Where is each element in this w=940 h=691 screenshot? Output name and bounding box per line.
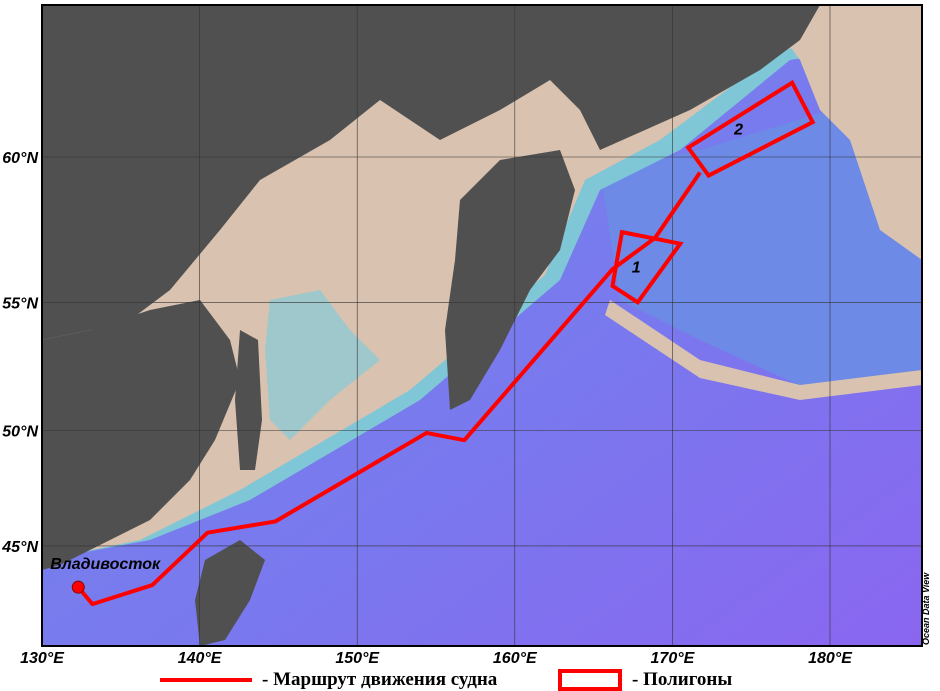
legend-polygons-label: - Полигоны [632,669,733,690]
land-sakhalin [235,330,262,470]
legend-polygon-symbol [558,669,622,691]
polygon-1 [610,229,684,306]
city-label: Владивосток [50,556,161,573]
land-mainland [42,300,240,570]
polygon-label: 1 [632,259,641,276]
lat-tick-label: 45°N [1,539,38,556]
legend-route-label: - Маршрут движения судна [262,669,498,690]
lon-tick-label: 150°E [335,650,380,667]
ship-route [76,171,702,607]
lon-tick-label: 160°E [493,650,538,667]
lat-tick-label: 50°N [2,424,38,441]
bering-sea [600,110,922,395]
land-asia [42,5,820,340]
lon-tick-label: 130°E [20,650,65,667]
axis-ticks: 130°E 140°E 150°E 160°E 170°E 180°E 45°N 50°N 55… [1,150,853,667]
polygon-label: 2 [733,122,743,139]
lat-tick-label: 60°N [2,150,38,167]
lon-tick-label: 180°E [808,650,853,667]
land-kamchatka [445,150,575,410]
alaska-shelf [760,5,922,260]
overlay: 1 2 Владивосток [50,79,816,607]
land-hokkaido [195,540,265,646]
lon-tick-label: 170°E [651,650,696,667]
graticule [42,5,922,646]
polygon-2 [685,79,816,179]
credit-text: Ocean Data View [921,572,931,645]
map-area: 1 2 Владивосток [42,5,922,646]
okhotsk-basin [265,290,380,440]
lon-tick-label: 140°E [178,650,223,667]
map-frame [41,4,923,647]
aleutian-arc [605,300,922,400]
city-marker [71,580,85,594]
lat-tick-label: 55°N [2,295,38,312]
